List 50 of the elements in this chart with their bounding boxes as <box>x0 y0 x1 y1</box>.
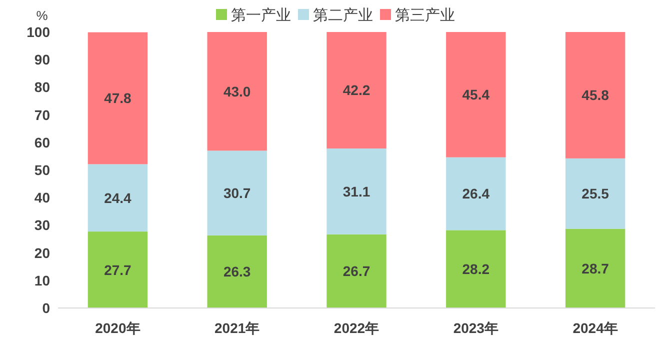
y-tick-label: 40 <box>34 190 50 206</box>
x-tick-label: 2021年 <box>214 320 260 336</box>
data-label: 45.4 <box>462 86 490 103</box>
bar <box>207 150 267 236</box>
data-label: 31.1 <box>342 183 370 200</box>
bar <box>88 164 148 232</box>
x-tick-label: 2023年 <box>453 320 498 336</box>
y-tick-label: 90 <box>34 52 50 68</box>
y-tick-label: 30 <box>34 217 50 234</box>
data-label: 43.0 <box>223 83 251 100</box>
legend-label: 第三产业 <box>395 7 455 24</box>
bar <box>446 230 506 308</box>
x-tick-label: 2024年 <box>572 320 618 336</box>
bar <box>207 32 267 151</box>
legend-label: 第一产业 <box>231 7 291 24</box>
x-tick-label: 2022年 <box>334 320 380 336</box>
bar <box>446 157 506 230</box>
bar <box>88 32 148 164</box>
data-label: 42.2 <box>342 82 370 98</box>
y-tick-label: 20 <box>34 244 50 261</box>
bar <box>88 232 148 308</box>
y-tick-label: 60 <box>34 134 50 150</box>
y-tick-label: 10 <box>34 272 50 288</box>
bar <box>207 235 267 308</box>
data-label: 28.2 <box>462 261 490 278</box>
data-label: 26.3 <box>223 264 251 280</box>
data-label: 26.7 <box>342 263 370 280</box>
bar <box>326 148 386 234</box>
data-label: 28.7 <box>582 260 610 276</box>
y-tick-label: 50 <box>34 162 50 178</box>
y-tick-label: 70 <box>34 106 50 123</box>
bar <box>565 158 626 229</box>
bar <box>565 228 626 308</box>
y-axis-title: % <box>36 8 48 23</box>
y-tick-label: 100 <box>26 24 50 40</box>
y-tick-label: 0 <box>42 300 50 316</box>
data-label: 45.8 <box>582 87 610 104</box>
data-label: 24.4 <box>104 190 132 206</box>
bar <box>565 32 626 158</box>
data-label: 30.7 <box>223 185 251 202</box>
bar <box>326 32 386 148</box>
legend-label: 第二产业 <box>313 7 373 24</box>
bar <box>446 32 506 158</box>
data-label: 27.7 <box>104 262 132 278</box>
bar <box>326 234 386 308</box>
x-tick-label: 2020年 <box>95 320 140 336</box>
data-label: 26.4 <box>462 186 490 202</box>
data-label: 47.8 <box>104 90 132 106</box>
data-label: 25.5 <box>582 186 610 202</box>
y-tick-label: 80 <box>34 79 50 96</box>
